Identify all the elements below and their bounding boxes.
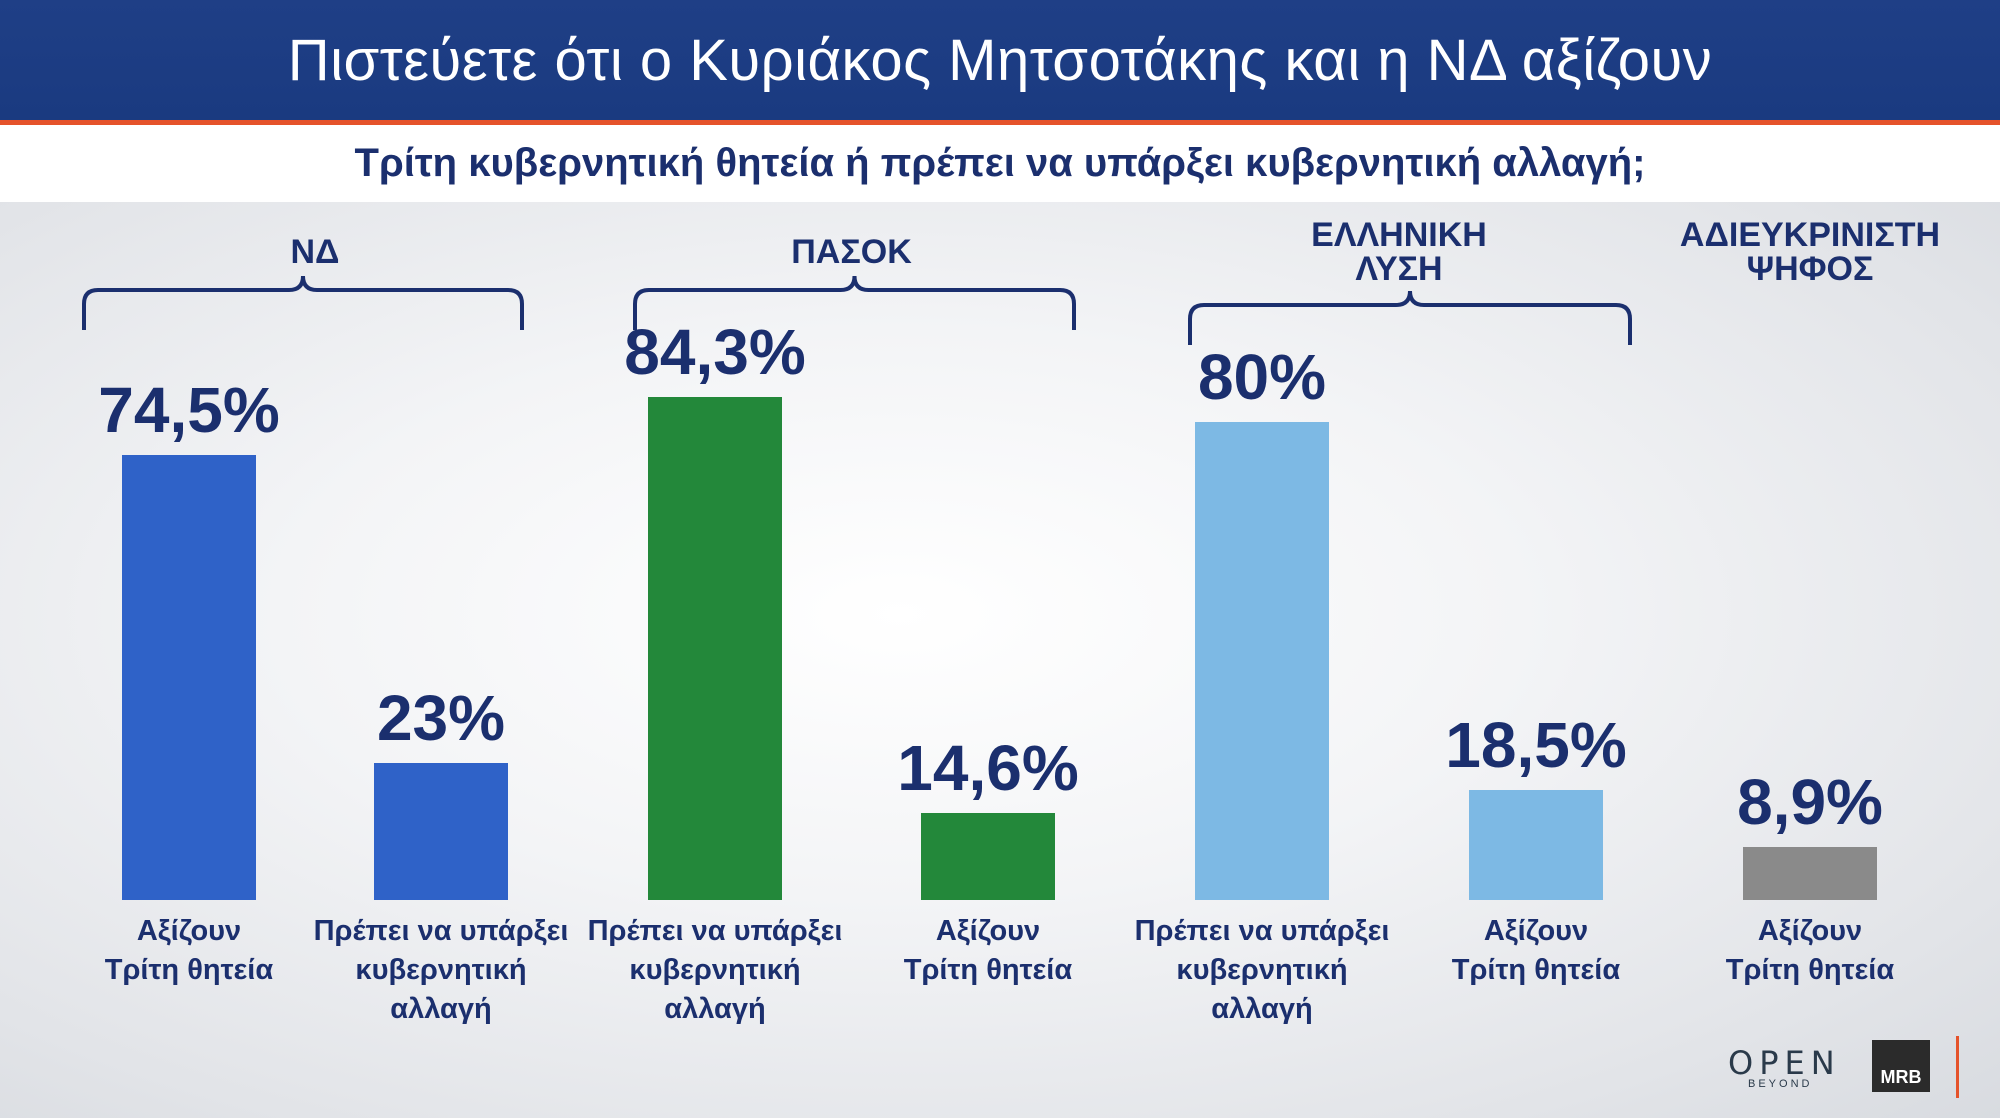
bar <box>1195 422 1329 900</box>
data-label: 8,9% <box>1737 765 1883 838</box>
category-label: Αξίζουν Τρίτη θητεία <box>903 915 1073 986</box>
chart-title: Πιστεύετε ότι ο Κυριάκος Μητσοτάκης και … <box>287 27 1713 93</box>
data-label: 84,3% <box>624 315 806 388</box>
category-label: Αξίζουν Τρίτη θητεία <box>104 915 274 986</box>
category-label: Αξίζουν Τρίτη θητεία <box>1451 915 1621 986</box>
bar <box>1743 846 1877 900</box>
title-bar: Πιστεύετε ότι ο Κυριάκος Μητσοτάκης και … <box>0 0 2000 125</box>
group-bracket <box>633 275 1076 330</box>
chart-background <box>0 202 2000 1118</box>
bar <box>648 396 782 900</box>
data-label: 18,5% <box>1445 708 1627 781</box>
category-label: Πρέπει να υπάρξει κυβερνητική αλλαγή <box>313 915 569 1025</box>
logo-divider <box>1956 1036 1959 1098</box>
group-bracket <box>1188 290 1632 345</box>
category-label: Πρέπει να υπάρξει κυβερνητική αλλαγή <box>587 915 843 1025</box>
bar <box>1469 789 1603 900</box>
category-label: Αξίζουν Τρίτη θητεία <box>1725 915 1895 986</box>
data-label: 74,5% <box>98 374 280 447</box>
group-label: ΑΔΙΕΥΚΡΙΝΙΣΤΗ ΨΗΦΟΣ <box>1679 216 1941 288</box>
bar <box>921 812 1055 900</box>
chart-subtitle: Τρίτη κυβερνητική θητεία ή πρέπει να υπά… <box>354 141 1646 185</box>
group-bracket <box>82 275 524 330</box>
open-logo: OPEN <box>1728 1044 1841 1082</box>
bar <box>374 762 508 900</box>
bar <box>122 455 256 900</box>
open-logo-subtitle: BEYOND <box>1748 1078 1813 1090</box>
group-label: ΠΑΣΟΚ <box>791 233 912 271</box>
mrb-logo: MRB <box>1872 1040 1930 1092</box>
group-label: ΝΔ <box>290 233 340 271</box>
data-label: 14,6% <box>897 731 1079 804</box>
data-label: 23% <box>376 681 506 754</box>
data-label: 80% <box>1197 341 1327 414</box>
subtitle-bar: Τρίτη κυβερνητική θητεία ή πρέπει να υπά… <box>0 125 2000 202</box>
category-label: Πρέπει να υπάρξει κυβερνητική αλλαγή <box>1134 915 1390 1025</box>
group-label: ΕΛΛΗΝΙΚΗ ΛΥΣΗ <box>1311 216 1487 288</box>
